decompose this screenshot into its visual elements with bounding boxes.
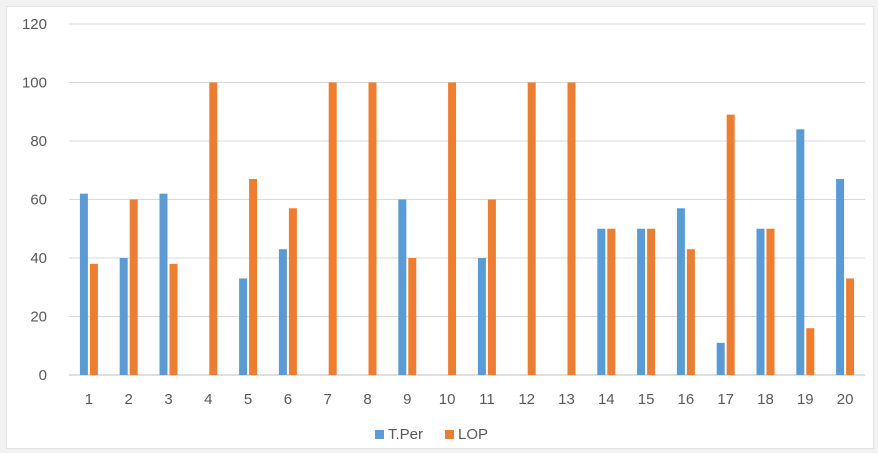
bar-lop-20 — [846, 278, 855, 375]
y-tick-label: 0 — [39, 367, 47, 384]
x-tick-label: 9 — [403, 391, 411, 408]
bar-lop-2 — [129, 199, 138, 375]
y-tick-label: 40 — [30, 250, 47, 267]
x-tick-label: 15 — [638, 391, 655, 408]
bar-t-per-18 — [756, 228, 765, 375]
x-tick-label: 2 — [125, 391, 133, 408]
y-tick-label: 80 — [30, 133, 47, 150]
bar-lop-14 — [607, 228, 616, 375]
x-tick-label: 19 — [797, 391, 814, 408]
bar-t-per-5 — [239, 278, 248, 375]
bar-t-per-17 — [716, 342, 725, 375]
bar-t-per-1 — [79, 193, 88, 375]
bar-t-per-14 — [597, 228, 606, 375]
bar-t-per-11 — [477, 258, 486, 375]
bar-lop-5 — [249, 179, 258, 375]
bar-t-per-2 — [119, 258, 128, 375]
legend-label: T.Per — [388, 426, 423, 443]
bar-lop-11 — [487, 199, 496, 375]
legend: T.Per LOP — [375, 426, 488, 443]
y-tick-label: 20 — [30, 309, 47, 326]
bar-t-per-16 — [676, 208, 685, 375]
bar-lop-12 — [527, 82, 536, 375]
x-tick-label: 16 — [678, 391, 695, 408]
x-tick-label: 20 — [837, 391, 854, 408]
chart-frame: 0 20 40 60 80 100 120 1 2 3 4 5 6 7 8 9 10 11 12 13 14 15 16 1… — [6, 6, 874, 449]
bars — [79, 82, 855, 376]
bar-lop-6 — [288, 208, 297, 375]
legend-swatch — [445, 430, 454, 439]
bar-t-per-20 — [836, 179, 845, 375]
x-tick-label: 7 — [324, 391, 332, 408]
bar-lop-3 — [169, 263, 178, 375]
bar-lop-16 — [686, 249, 695, 375]
x-tick-label: 12 — [518, 391, 535, 408]
x-tick-label: 17 — [717, 391, 734, 408]
bar-lop-1 — [89, 263, 98, 375]
x-axis: 1 2 3 4 5 6 7 8 9 10 11 12 13 14 15 16 17 18 19 20 — [85, 391, 854, 408]
bar-t-per-3 — [159, 193, 168, 375]
bar-lop-18 — [766, 228, 775, 375]
y-axis: 0 20 40 60 80 100 120 — [22, 16, 47, 384]
bar-lop-7 — [328, 82, 337, 375]
bar-lop-8 — [368, 82, 377, 375]
y-tick-label: 60 — [30, 192, 47, 209]
bar-lop-13 — [567, 82, 576, 375]
bar-lop-19 — [806, 328, 815, 375]
gridlines — [69, 23, 865, 376]
y-tick-label: 120 — [22, 16, 47, 33]
bar-t-per-9 — [398, 199, 407, 375]
x-tick-label: 18 — [757, 391, 774, 408]
bar-lop-17 — [726, 114, 735, 376]
bar-t-per-19 — [796, 129, 805, 375]
bar-t-per-6 — [278, 249, 287, 375]
x-tick-label: 6 — [284, 391, 292, 408]
x-tick-label: 13 — [558, 391, 575, 408]
legend-label: LOP — [458, 426, 488, 443]
y-tick-label: 100 — [22, 75, 47, 92]
bar-t-per-15 — [637, 228, 646, 375]
x-tick-label: 1 — [85, 391, 93, 408]
x-tick-label: 8 — [363, 391, 371, 408]
bar-lop-15 — [647, 228, 656, 375]
x-tick-label: 14 — [598, 391, 615, 408]
bar-lop-10 — [448, 82, 457, 375]
x-tick-label: 5 — [244, 391, 252, 408]
bar-lop-9 — [408, 258, 417, 375]
x-tick-label: 11 — [479, 391, 495, 408]
x-tick-label: 4 — [204, 391, 212, 408]
bar-lop-4 — [209, 82, 218, 375]
legend-swatch — [375, 430, 384, 439]
x-tick-label: 3 — [164, 391, 172, 408]
x-tick-label: 10 — [439, 391, 456, 408]
